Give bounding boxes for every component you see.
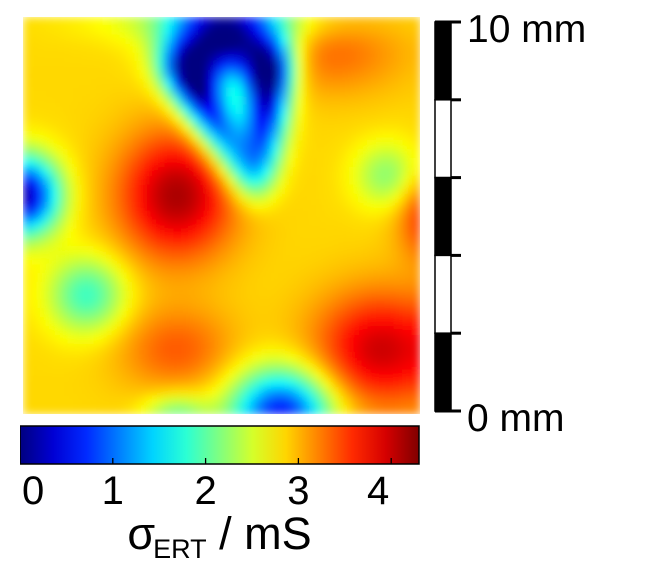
- svg-text:3: 3: [287, 469, 309, 513]
- svg-text:σERT / mS: σERT / mS: [127, 508, 311, 564]
- svg-text:0: 0: [22, 469, 44, 513]
- svg-text:4: 4: [367, 469, 389, 513]
- svg-text:1: 1: [102, 469, 124, 513]
- svg-text:0 mm: 0 mm: [467, 397, 565, 440]
- svg-text:2: 2: [194, 469, 216, 513]
- svg-text:10 mm: 10 mm: [467, 12, 586, 51]
